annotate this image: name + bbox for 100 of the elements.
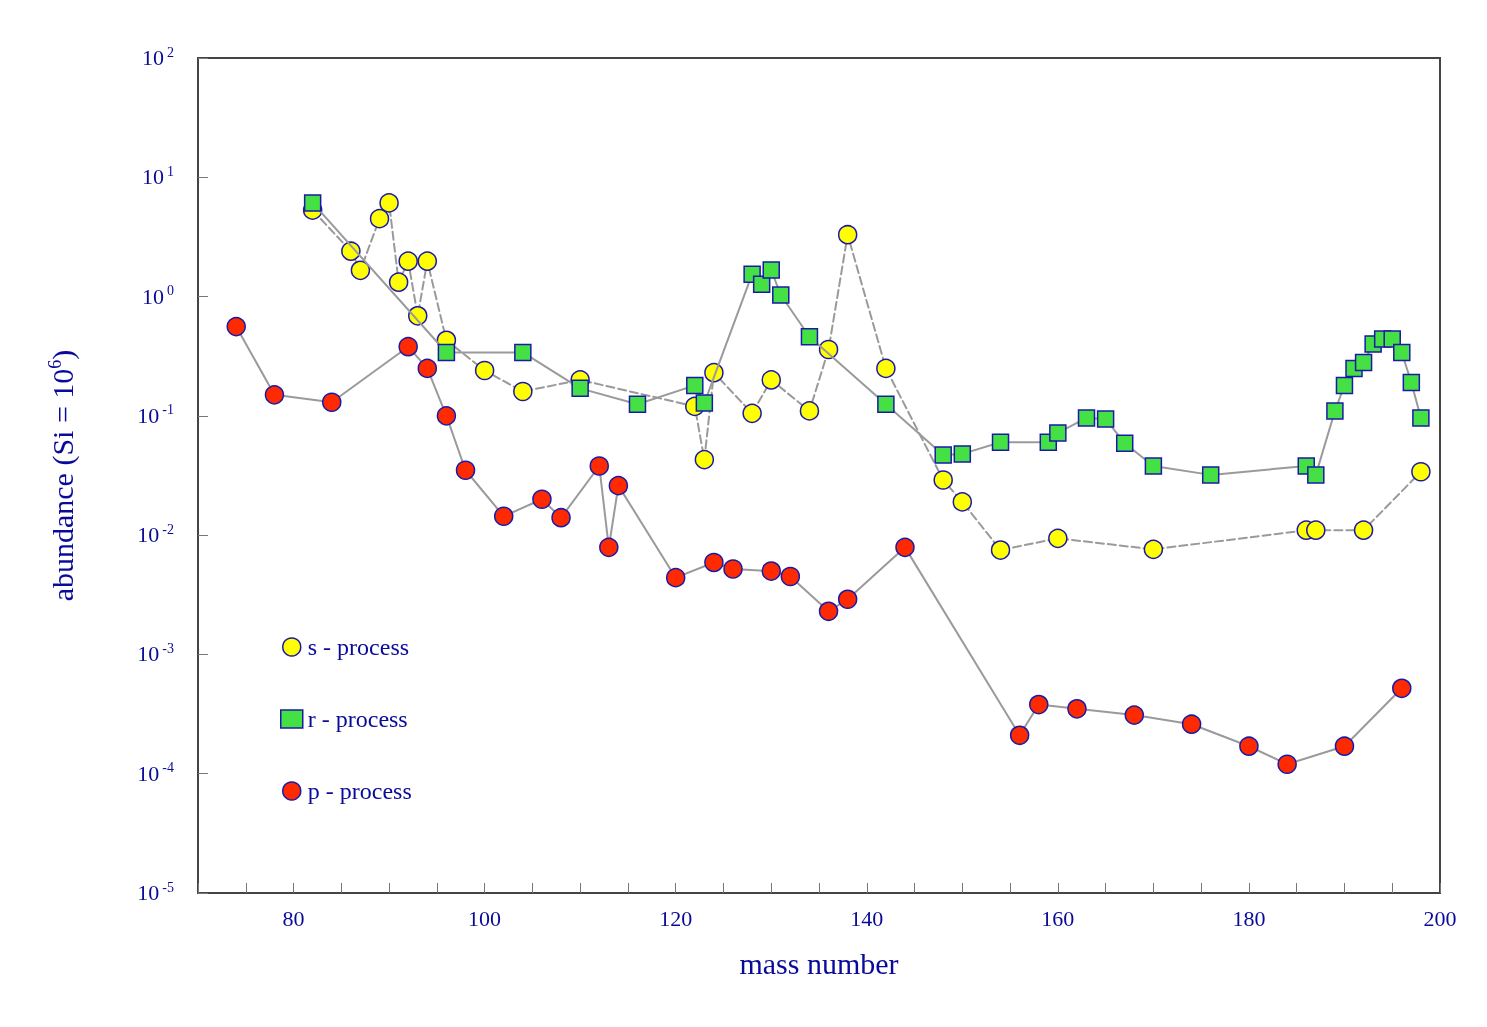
y-tick-label: 10$^{-4}$: [137, 760, 174, 786]
point: [694, 449, 715, 470]
legend-label: p - process: [307, 778, 412, 804]
point: [628, 395, 647, 414]
point: [455, 460, 476, 480]
point: [513, 381, 533, 402]
point: [226, 316, 246, 337]
y-axis-title: abundance (Si = 106): [45, 349, 80, 602]
point: [991, 433, 1010, 452]
point: [388, 272, 409, 292]
point: [436, 406, 457, 426]
x-tick-label: 200: [1423, 905, 1457, 931]
point: [799, 401, 820, 421]
point: [514, 343, 532, 362]
point: [1412, 409, 1430, 427]
point: [1067, 699, 1087, 719]
point: [1353, 520, 1374, 540]
point: [818, 601, 839, 622]
point: [599, 537, 619, 558]
x-tick-label: 140: [850, 905, 884, 931]
point: [264, 385, 285, 405]
point: [1392, 678, 1412, 699]
point: [1077, 409, 1096, 427]
point: [1048, 528, 1068, 549]
x-tick-label: 100: [468, 905, 502, 931]
point: [493, 506, 514, 526]
point: [695, 394, 714, 412]
point: [1306, 520, 1326, 540]
point: [934, 446, 952, 464]
point: [723, 559, 743, 579]
y-tick-label: 10$^{-3}$: [137, 641, 174, 667]
point: [761, 561, 781, 581]
point: [800, 328, 819, 346]
point: [762, 261, 780, 279]
point: [837, 224, 858, 245]
point: [876, 358, 896, 379]
point: [350, 260, 371, 281]
point: [417, 358, 438, 379]
point: [953, 445, 972, 463]
point: [303, 194, 322, 212]
point: [1393, 343, 1411, 362]
point: [474, 360, 495, 381]
point: [742, 403, 762, 424]
point: [780, 566, 801, 587]
point: [1354, 353, 1373, 372]
x-tick-label: 120: [659, 905, 693, 931]
point: [1334, 736, 1355, 756]
point: [1277, 754, 1297, 775]
x-tick-label: 180: [1232, 905, 1266, 931]
legend-label: s - process: [307, 634, 410, 660]
point: [895, 537, 915, 558]
point: [1411, 462, 1431, 482]
point: [752, 275, 771, 293]
point: [686, 376, 704, 395]
point: [1335, 376, 1354, 395]
y-tick-label: 10$^{2}$: [142, 44, 174, 70]
y-tick-label: 10$^{-5}$: [137, 879, 174, 905]
x-axis-title: mass number: [739, 946, 899, 980]
point: [1239, 736, 1259, 756]
point: [608, 475, 629, 496]
point: [990, 540, 1011, 560]
point: [772, 286, 790, 304]
point: [571, 379, 589, 398]
point: [1009, 725, 1030, 746]
point: [704, 552, 724, 573]
point: [877, 395, 895, 414]
point: [1326, 402, 1344, 420]
point: [761, 370, 781, 390]
point: [1049, 424, 1067, 442]
y-tick-label: 10$^{-1}$: [137, 402, 174, 428]
point: [589, 456, 610, 476]
point: [398, 251, 418, 271]
point: [532, 489, 552, 509]
point: [952, 492, 973, 512]
x-tick-label: 80: [282, 905, 305, 931]
point: [1307, 466, 1325, 484]
point: [1096, 410, 1115, 428]
point: [398, 336, 418, 357]
point: [1383, 330, 1401, 348]
point: [1143, 539, 1164, 560]
point: [322, 392, 342, 413]
point: [1144, 457, 1163, 475]
point: [1181, 714, 1202, 734]
point: [437, 343, 456, 362]
y-tick-label: 10$^{-2}$: [137, 521, 174, 548]
y-tick-label: 10$^{1}$: [142, 163, 174, 190]
point: [933, 470, 953, 490]
point: [369, 208, 390, 229]
point: [379, 193, 399, 213]
point: [665, 567, 686, 588]
point: [551, 507, 571, 528]
point: [1124, 705, 1145, 725]
point: [1201, 466, 1220, 484]
legend-label: r - process: [307, 706, 408, 732]
x-tick-label: 160: [1041, 905, 1075, 931]
y-tick-label: 10$^{0}$: [142, 283, 174, 309]
point: [837, 589, 858, 610]
point: [1402, 373, 1421, 392]
point: [417, 251, 438, 271]
point: [1115, 434, 1134, 452]
